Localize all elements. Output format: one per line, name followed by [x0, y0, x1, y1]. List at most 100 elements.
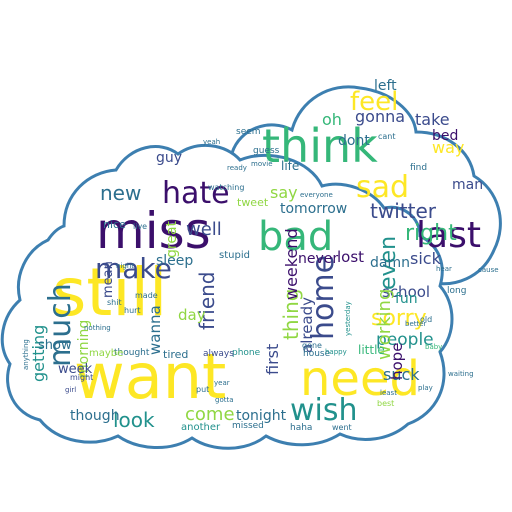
cloud-word: great [164, 220, 180, 258]
cloud-word: phone [232, 348, 261, 358]
cloud-word: hear [436, 265, 452, 273]
cloud-word: day [178, 306, 206, 324]
cloud-word: thought [114, 348, 150, 358]
cloud-word: sleep [156, 253, 193, 269]
cloud-word: right [405, 221, 457, 246]
cloud-word: much [43, 283, 78, 367]
cloud-word: last [416, 215, 481, 256]
cloud-word: another [181, 422, 221, 433]
cloud-word: anything [22, 339, 30, 370]
cloud-word: mean [101, 261, 116, 298]
cloud-word: gone [302, 341, 322, 350]
cloud-word: still [52, 254, 167, 331]
cloud-word: watching [208, 183, 244, 192]
cloud-word: guy [156, 150, 182, 166]
cloud-word: need [300, 351, 420, 407]
cloud-word: sick [410, 249, 442, 268]
cloud-word: seem [236, 127, 261, 137]
cloud-word: home [306, 255, 341, 340]
cloud-word: nothing [84, 324, 111, 332]
cloud-word: yeah [203, 138, 220, 146]
cloud-word: come [185, 404, 235, 425]
cloud-word: bad [258, 214, 333, 260]
cloud-word: haha [290, 423, 312, 433]
cloud-word: sad [356, 170, 409, 205]
cloud-word: cant [378, 132, 396, 141]
cloud-word: morning [76, 320, 92, 378]
cloud-word: school [382, 283, 430, 301]
cloud-word: everyone [300, 191, 333, 199]
cloud-shape [0, 85, 502, 450]
cloud-word: thing [279, 289, 303, 340]
cloud-word: make [95, 252, 172, 285]
cloud-word: suck [383, 365, 420, 384]
cloud-word: twitter [370, 199, 437, 223]
cloud-word: feel [350, 87, 398, 117]
cloud-word: little [358, 343, 385, 357]
cloud-word: wish [290, 393, 358, 428]
cloud-word: look [113, 408, 155, 432]
word-layer: still want miss think need bad last hate make wis… [22, 78, 499, 433]
cloud-word: working [374, 289, 395, 360]
cloud-word: miss [96, 202, 211, 260]
cloud-word: getting [29, 325, 48, 382]
cloud-word: night [116, 262, 134, 270]
cloud-word: damn [370, 255, 410, 271]
cloud-word: weekend [282, 228, 301, 300]
cloud-word: take [415, 110, 450, 129]
cloud-word: long [447, 286, 466, 296]
cloud-word: movie [251, 160, 273, 168]
cloud-word: year [214, 379, 230, 387]
cloud-word: put [196, 385, 209, 394]
cloud-word: live [133, 222, 147, 231]
cloud-word: house [303, 349, 331, 359]
cloud-word: hurt [124, 306, 141, 315]
cloud-word: hope [388, 343, 406, 380]
cloud-word: wanna [146, 305, 164, 355]
cloud-word: already [298, 297, 316, 353]
cloud-word: first [263, 344, 282, 375]
cloud-word: lost [337, 248, 364, 266]
cloud-word: gotta [215, 396, 234, 404]
cloud-outline [0, 143, 454, 450]
cloud-word: went [332, 423, 352, 432]
cloud-word: life [281, 159, 299, 173]
cloud-word: well [186, 219, 222, 240]
cloud-word: way [432, 138, 464, 157]
cloud-word: ready [227, 164, 247, 172]
cloud-word: gonna [355, 107, 405, 126]
cloud-word: guess [253, 146, 280, 156]
cloud-word: hate [162, 176, 230, 211]
cloud-word: stupid [219, 250, 250, 261]
cloud-word: dont [338, 133, 370, 149]
cloud-word: always [203, 349, 234, 359]
cloud-word: old [420, 315, 432, 324]
cloud-word: missed [232, 421, 264, 431]
cloud-word: even [376, 236, 401, 290]
cloud-word: tweet [237, 196, 269, 209]
cloud-word: made [135, 291, 158, 300]
cloud-word: tonight [236, 408, 287, 424]
cloud-word: shit [107, 298, 122, 307]
cloud-word: bed [432, 128, 458, 144]
cloud-word: man [452, 177, 483, 193]
cloud-word: left [374, 78, 397, 94]
cloud-word: sorry [371, 306, 427, 331]
cloud-word: waiting [448, 370, 474, 378]
cloud-word: people [376, 330, 434, 350]
cloud-word: baby [425, 343, 442, 351]
cloud-word: least [380, 389, 397, 397]
cloud-word: find [410, 163, 427, 173]
cloud-word: happy [325, 348, 347, 356]
cloud-word: new [100, 181, 141, 205]
cloud-word: cause [478, 266, 499, 274]
cloud-word: tired [163, 348, 188, 361]
cloud-word: better [405, 320, 427, 328]
cloud-word: never [298, 251, 338, 267]
cloud-word: maybe [89, 348, 123, 359]
cloud-word: say [270, 183, 298, 202]
cloud-word: think [262, 119, 378, 173]
cloud-word: tomorrow [280, 201, 347, 217]
cloud-word: though [70, 408, 120, 424]
